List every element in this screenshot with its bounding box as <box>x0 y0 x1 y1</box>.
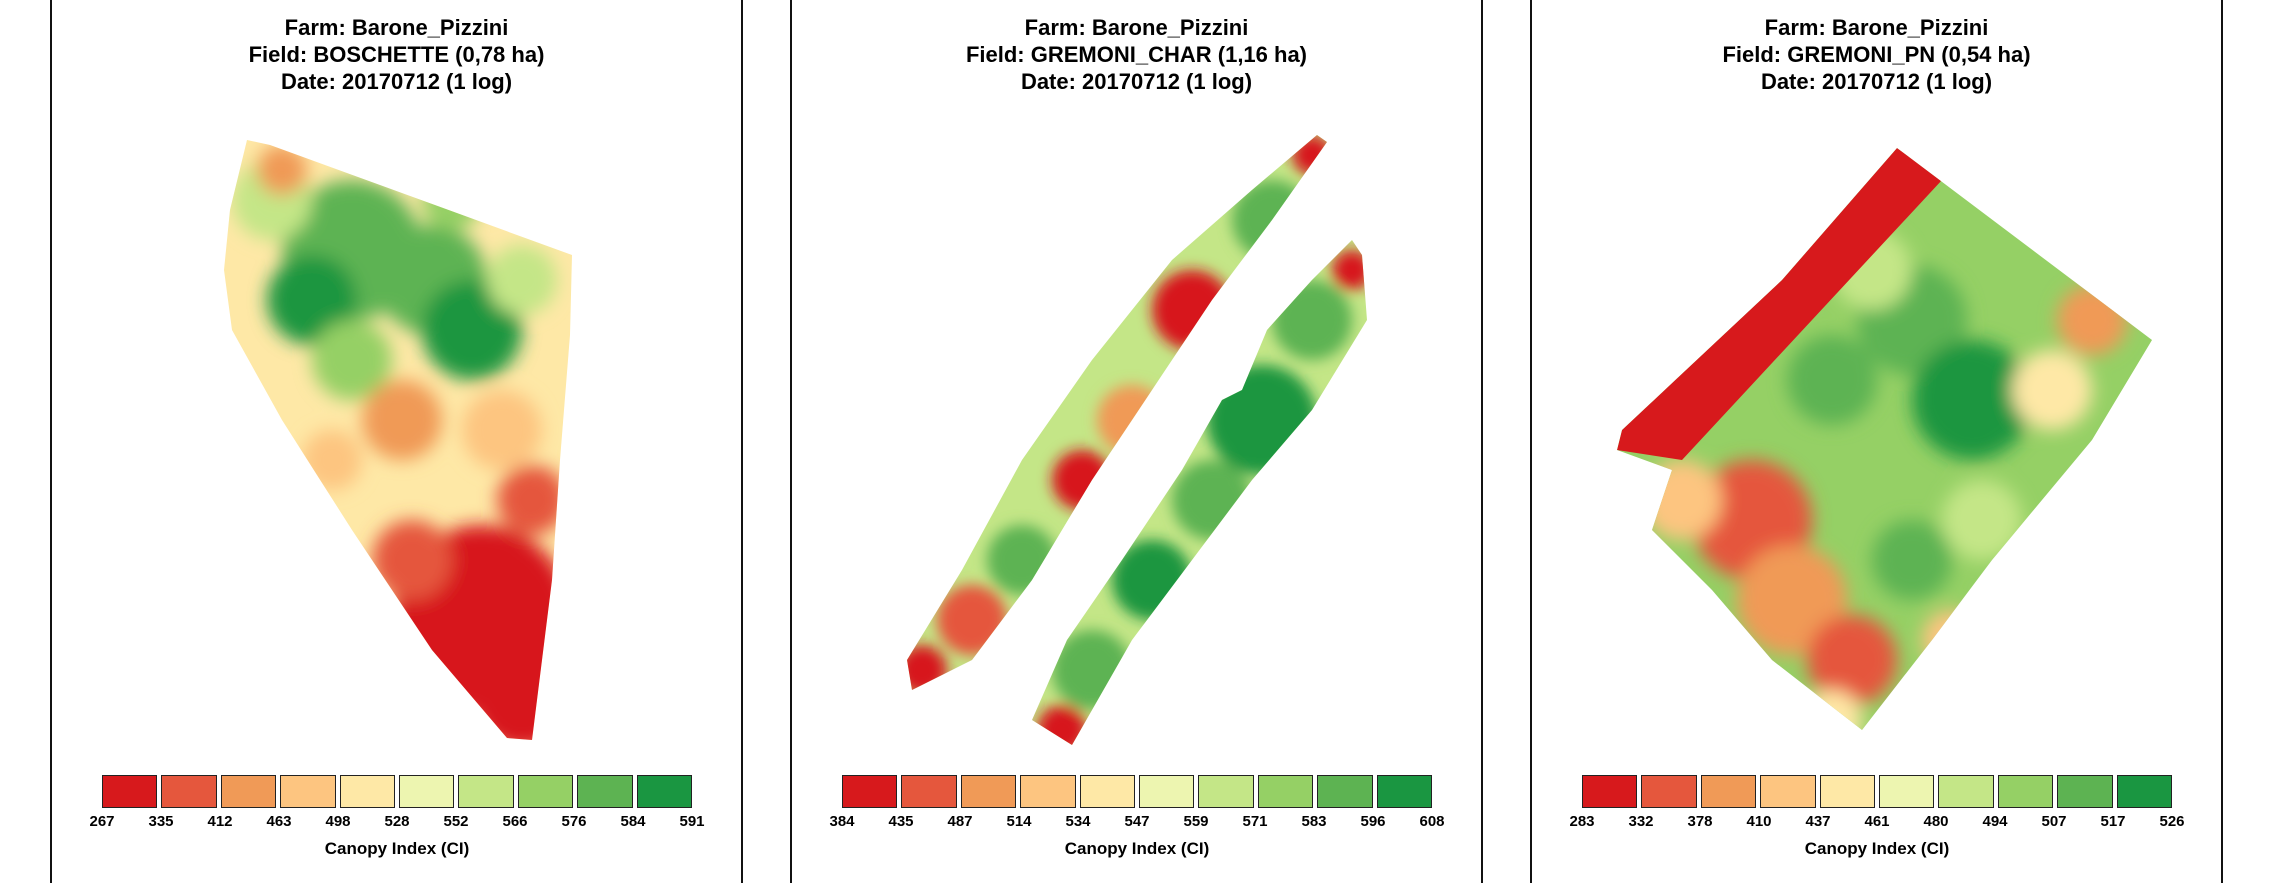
legend-tick: 596 <box>1360 813 1386 830</box>
legend-swatch <box>842 775 898 808</box>
legend-swatch <box>1376 775 1433 808</box>
legend-swatch <box>960 775 1017 808</box>
legend-tick: 534 <box>1065 813 1091 830</box>
farm-title: Farm: Barone_Pizzini <box>284 15 509 40</box>
legend-tick: 559 <box>1183 813 1209 830</box>
farm-title: Farm: Barone_Pizzini <box>1024 15 1249 40</box>
legend-tick: 435 <box>888 813 914 830</box>
legend-swatch <box>1938 775 1994 808</box>
legend-swatch <box>1020 775 1076 808</box>
ci-legend: 283 332 378 410 437 461 480 494 507 517 … <box>1569 775 2185 867</box>
legend-ticks: 283 332 378 410 437 461 480 494 507 517 … <box>1569 813 2184 833</box>
legend-swatch <box>1997 775 2054 808</box>
legend-swatches <box>102 775 693 808</box>
map-panel-gremoni-pn: Farm: Barone_Pizzini Field: GREMONI_PN (… <box>1530 0 2223 883</box>
legend-swatch <box>339 775 396 808</box>
panel-titles: Farm: Barone_Pizzini Field: GREMONI_CHAR… <box>792 14 1481 95</box>
legend-tick: 507 <box>2041 813 2067 830</box>
legend-swatch <box>1582 775 1638 808</box>
legend-tick: 463 <box>266 813 292 830</box>
legend-swatch <box>636 775 693 808</box>
legend-swatch <box>1079 775 1136 808</box>
legend-tick: 461 <box>1864 813 1890 830</box>
legend-tick: 552 <box>443 813 469 830</box>
legend-swatch <box>161 775 217 808</box>
legend-swatch <box>102 775 158 808</box>
legend-tick: 283 <box>1569 813 1595 830</box>
field-title: Field: GREMONI_CHAR (1,16 ha) <box>965 42 1308 67</box>
field-title: Field: BOSCHETTE (0,78 ha) <box>248 42 545 67</box>
legend-swatch <box>458 775 514 808</box>
legend-swatch <box>1317 775 1373 808</box>
legend-swatch <box>220 775 277 808</box>
legend-tick: 517 <box>2100 813 2126 830</box>
legend-title: Canopy Index (CI) <box>1804 839 1950 858</box>
legend-swatch <box>1198 775 1254 808</box>
legend-tick: 384 <box>829 813 855 830</box>
legend-tick: 412 <box>207 813 233 830</box>
date-title: Date: 20170712 (1 log) <box>280 69 513 94</box>
legend-swatch <box>1879 775 1935 808</box>
legend-swatch <box>577 775 633 808</box>
legend-ticks: 384 435 487 514 534 547 559 571 583 596 … <box>829 813 1444 833</box>
legend-swatch <box>1700 775 1757 808</box>
legend-tick: 487 <box>947 813 973 830</box>
legend-swatch <box>1139 775 1195 808</box>
legend-tick: 528 <box>384 813 410 830</box>
legend-tick: 584 <box>620 813 646 830</box>
legend-swatch <box>1819 775 1876 808</box>
legend-tick: 267 <box>89 813 115 830</box>
legend-tick: 566 <box>502 813 528 830</box>
legend-tick: 526 <box>2159 813 2185 830</box>
date-title: Date: 20170712 (1 log) <box>1760 69 1993 94</box>
legend-swatches <box>842 775 1433 808</box>
legend-swatch <box>2057 775 2113 808</box>
legend-tick: 608 <box>1419 813 1445 830</box>
legend-tick: 514 <box>1006 813 1032 830</box>
field-title: Field: GREMONI_PN (0,54 ha) <box>1722 42 2031 67</box>
legend-title: Canopy Index (CI) <box>324 839 470 858</box>
legend-tick: 498 <box>325 813 351 830</box>
ci-legend: 384 435 487 514 534 547 559 571 583 596 … <box>829 775 1445 867</box>
field-map-gremoni-pn <box>1617 148 2152 730</box>
map-panel-gremoni-char: Farm: Barone_Pizzini Field: GREMONI_CHAR… <box>790 0 1483 883</box>
panel-titles: Farm: Barone_Pizzini Field: BOSCHETTE (0… <box>52 14 741 95</box>
legend-tick: 335 <box>148 813 174 830</box>
date-title: Date: 20170712 (1 log) <box>1020 69 1253 94</box>
legend-swatch <box>517 775 574 808</box>
field-map-boschette <box>224 140 572 740</box>
legend-tick: 480 <box>1923 813 1949 830</box>
legend-tick: 583 <box>1301 813 1327 830</box>
legend-swatch <box>901 775 957 808</box>
panel-titles: Farm: Barone_Pizzini Field: GREMONI_PN (… <box>1532 14 2221 95</box>
legend-tick: 378 <box>1687 813 1713 830</box>
legend-swatch <box>1257 775 1314 808</box>
map-panel-boschette: Farm: Barone_Pizzini Field: BOSCHETTE (0… <box>50 0 743 883</box>
legend-swatch <box>280 775 336 808</box>
legend-tick: 494 <box>1982 813 2008 830</box>
legend-ticks: 267 335 412 463 498 528 552 566 576 584 … <box>89 813 704 833</box>
legend-swatch <box>399 775 455 808</box>
legend-tick: 332 <box>1628 813 1654 830</box>
legend-swatches <box>1582 775 2173 808</box>
legend-tick: 576 <box>561 813 587 830</box>
farm-title: Farm: Barone_Pizzini <box>1764 15 1989 40</box>
legend-tick: 437 <box>1805 813 1831 830</box>
legend-swatch <box>1641 775 1697 808</box>
legend-swatch <box>1760 775 1816 808</box>
legend-tick: 571 <box>1242 813 1268 830</box>
legend-tick: 591 <box>679 813 705 830</box>
legend-title: Canopy Index (CI) <box>1064 839 1210 858</box>
legend-tick: 410 <box>1746 813 1772 830</box>
legend-swatch <box>2116 775 2173 808</box>
field-map-gremoni-char <box>907 135 1367 745</box>
ci-legend: 267 335 412 463 498 528 552 566 576 584 … <box>89 775 705 867</box>
legend-tick: 547 <box>1124 813 1150 830</box>
